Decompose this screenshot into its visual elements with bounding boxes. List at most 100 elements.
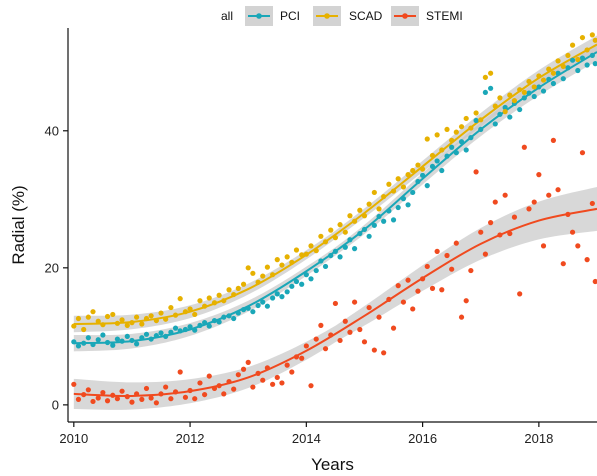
point-pci-4 (90, 341, 96, 348)
point-pci-74 (429, 163, 436, 170)
point-pci-17 (153, 333, 159, 339)
point-stemi-41 (270, 381, 276, 387)
point-scad-19 (163, 316, 169, 322)
confidence-bands (73, 35, 597, 410)
point-scad-6 (100, 322, 106, 328)
point-scad-72 (420, 166, 426, 172)
point-pci-38 (255, 302, 261, 309)
point-pci-40 (264, 303, 270, 309)
trend-line-scad (73, 43, 597, 326)
point-pci-51 (318, 258, 324, 264)
point-scad-4 (90, 309, 96, 315)
point-stemi-5 (95, 395, 101, 401)
point-scad-80 (458, 124, 465, 130)
point-stemi-16 (148, 395, 154, 401)
point-pci-22 (177, 328, 183, 334)
point-pci-53 (328, 252, 334, 259)
point-scad-61 (366, 201, 372, 207)
point-pci-33 (231, 315, 237, 322)
point-stemi-28 (206, 373, 212, 379)
point-pci-86 (488, 85, 494, 91)
point-stemi-48 (303, 343, 309, 349)
point-scad-70 (410, 167, 416, 174)
point-scad-36 (245, 265, 251, 271)
point-pci-95 (531, 93, 537, 100)
point-stemi-92 (517, 291, 523, 297)
point-scad-35 (240, 281, 247, 287)
point-stemi-42 (274, 374, 280, 381)
point-pci-23 (182, 326, 189, 333)
point-scad-84 (478, 117, 484, 123)
point-stemi-99 (550, 137, 557, 143)
point-pci-50 (313, 267, 319, 274)
point-scad-5 (95, 318, 101, 324)
point-stemi-63 (376, 314, 382, 320)
legend-key-point (256, 13, 262, 19)
point-stemi-15 (143, 385, 150, 392)
point-scad-8 (110, 311, 116, 318)
point-scad-34 (235, 285, 241, 291)
point-pci-88 (497, 111, 503, 117)
point-pci-10 (119, 338, 125, 344)
point-pci-68 (400, 196, 407, 202)
point-scad-52 (322, 239, 329, 245)
point-stemi-29 (211, 385, 218, 392)
point-scad-12 (129, 320, 135, 326)
point-pci-107 (589, 52, 595, 59)
point-pci-35 (240, 307, 247, 313)
point-pci-60 (361, 226, 368, 233)
point-scad-62 (371, 189, 377, 196)
point-stemi-87 (492, 199, 498, 205)
point-scad-74 (429, 152, 436, 159)
point-scad-15 (143, 315, 150, 322)
point-stemi-2 (81, 391, 87, 398)
point-pci-34 (235, 310, 241, 316)
x-axis-title: Years (311, 455, 354, 474)
point-pci-15 (143, 331, 150, 337)
point-scad-85 (482, 74, 488, 80)
point-pci-18 (158, 330, 164, 336)
point-scad-9 (114, 320, 121, 326)
point-stemi-62 (371, 347, 377, 353)
point-scad-57 (347, 213, 353, 219)
point-pci-71 (415, 178, 421, 185)
point-pci-44 (284, 289, 290, 295)
point-scad-30 (216, 292, 222, 298)
point-pci-48 (303, 272, 309, 278)
point-stemi-89 (502, 192, 508, 198)
point-pci-70 (410, 189, 416, 196)
point-scad-67 (395, 176, 401, 182)
point-stemi-59 (357, 326, 363, 333)
point-stemi-44 (284, 362, 290, 368)
point-stemi-105 (579, 150, 586, 156)
point-stemi-47 (299, 355, 305, 361)
legend-item-stemi: STEMI (391, 6, 463, 26)
point-pci-61 (366, 233, 372, 239)
point-scad-3 (85, 314, 91, 320)
point-pci-2 (81, 340, 87, 346)
point-pci-9 (114, 336, 121, 342)
point-pci-89 (502, 104, 508, 111)
point-scad-90 (507, 92, 513, 98)
point-scad-64 (381, 193, 387, 200)
point-scad-46 (293, 247, 300, 253)
point-pci-37 (250, 309, 256, 315)
point-pci-78 (449, 144, 455, 150)
point-scad-38 (255, 279, 261, 285)
point-pci-20 (168, 329, 174, 335)
point-scad-40 (264, 264, 270, 270)
data-points (71, 32, 597, 406)
legend-key-point (324, 13, 330, 19)
point-pci-47 (299, 281, 305, 287)
point-stemi-107 (589, 200, 595, 207)
point-scad-65 (386, 181, 392, 187)
point-scad-25 (192, 311, 198, 318)
point-stemi-51 (318, 322, 324, 328)
point-pci-93 (521, 95, 527, 101)
point-stemi-43 (279, 380, 285, 386)
point-pci-73 (424, 183, 430, 189)
point-stemi-4 (90, 398, 96, 405)
point-pci-1 (75, 343, 82, 349)
point-pci-36 (245, 305, 251, 311)
point-pci-59 (357, 230, 363, 237)
